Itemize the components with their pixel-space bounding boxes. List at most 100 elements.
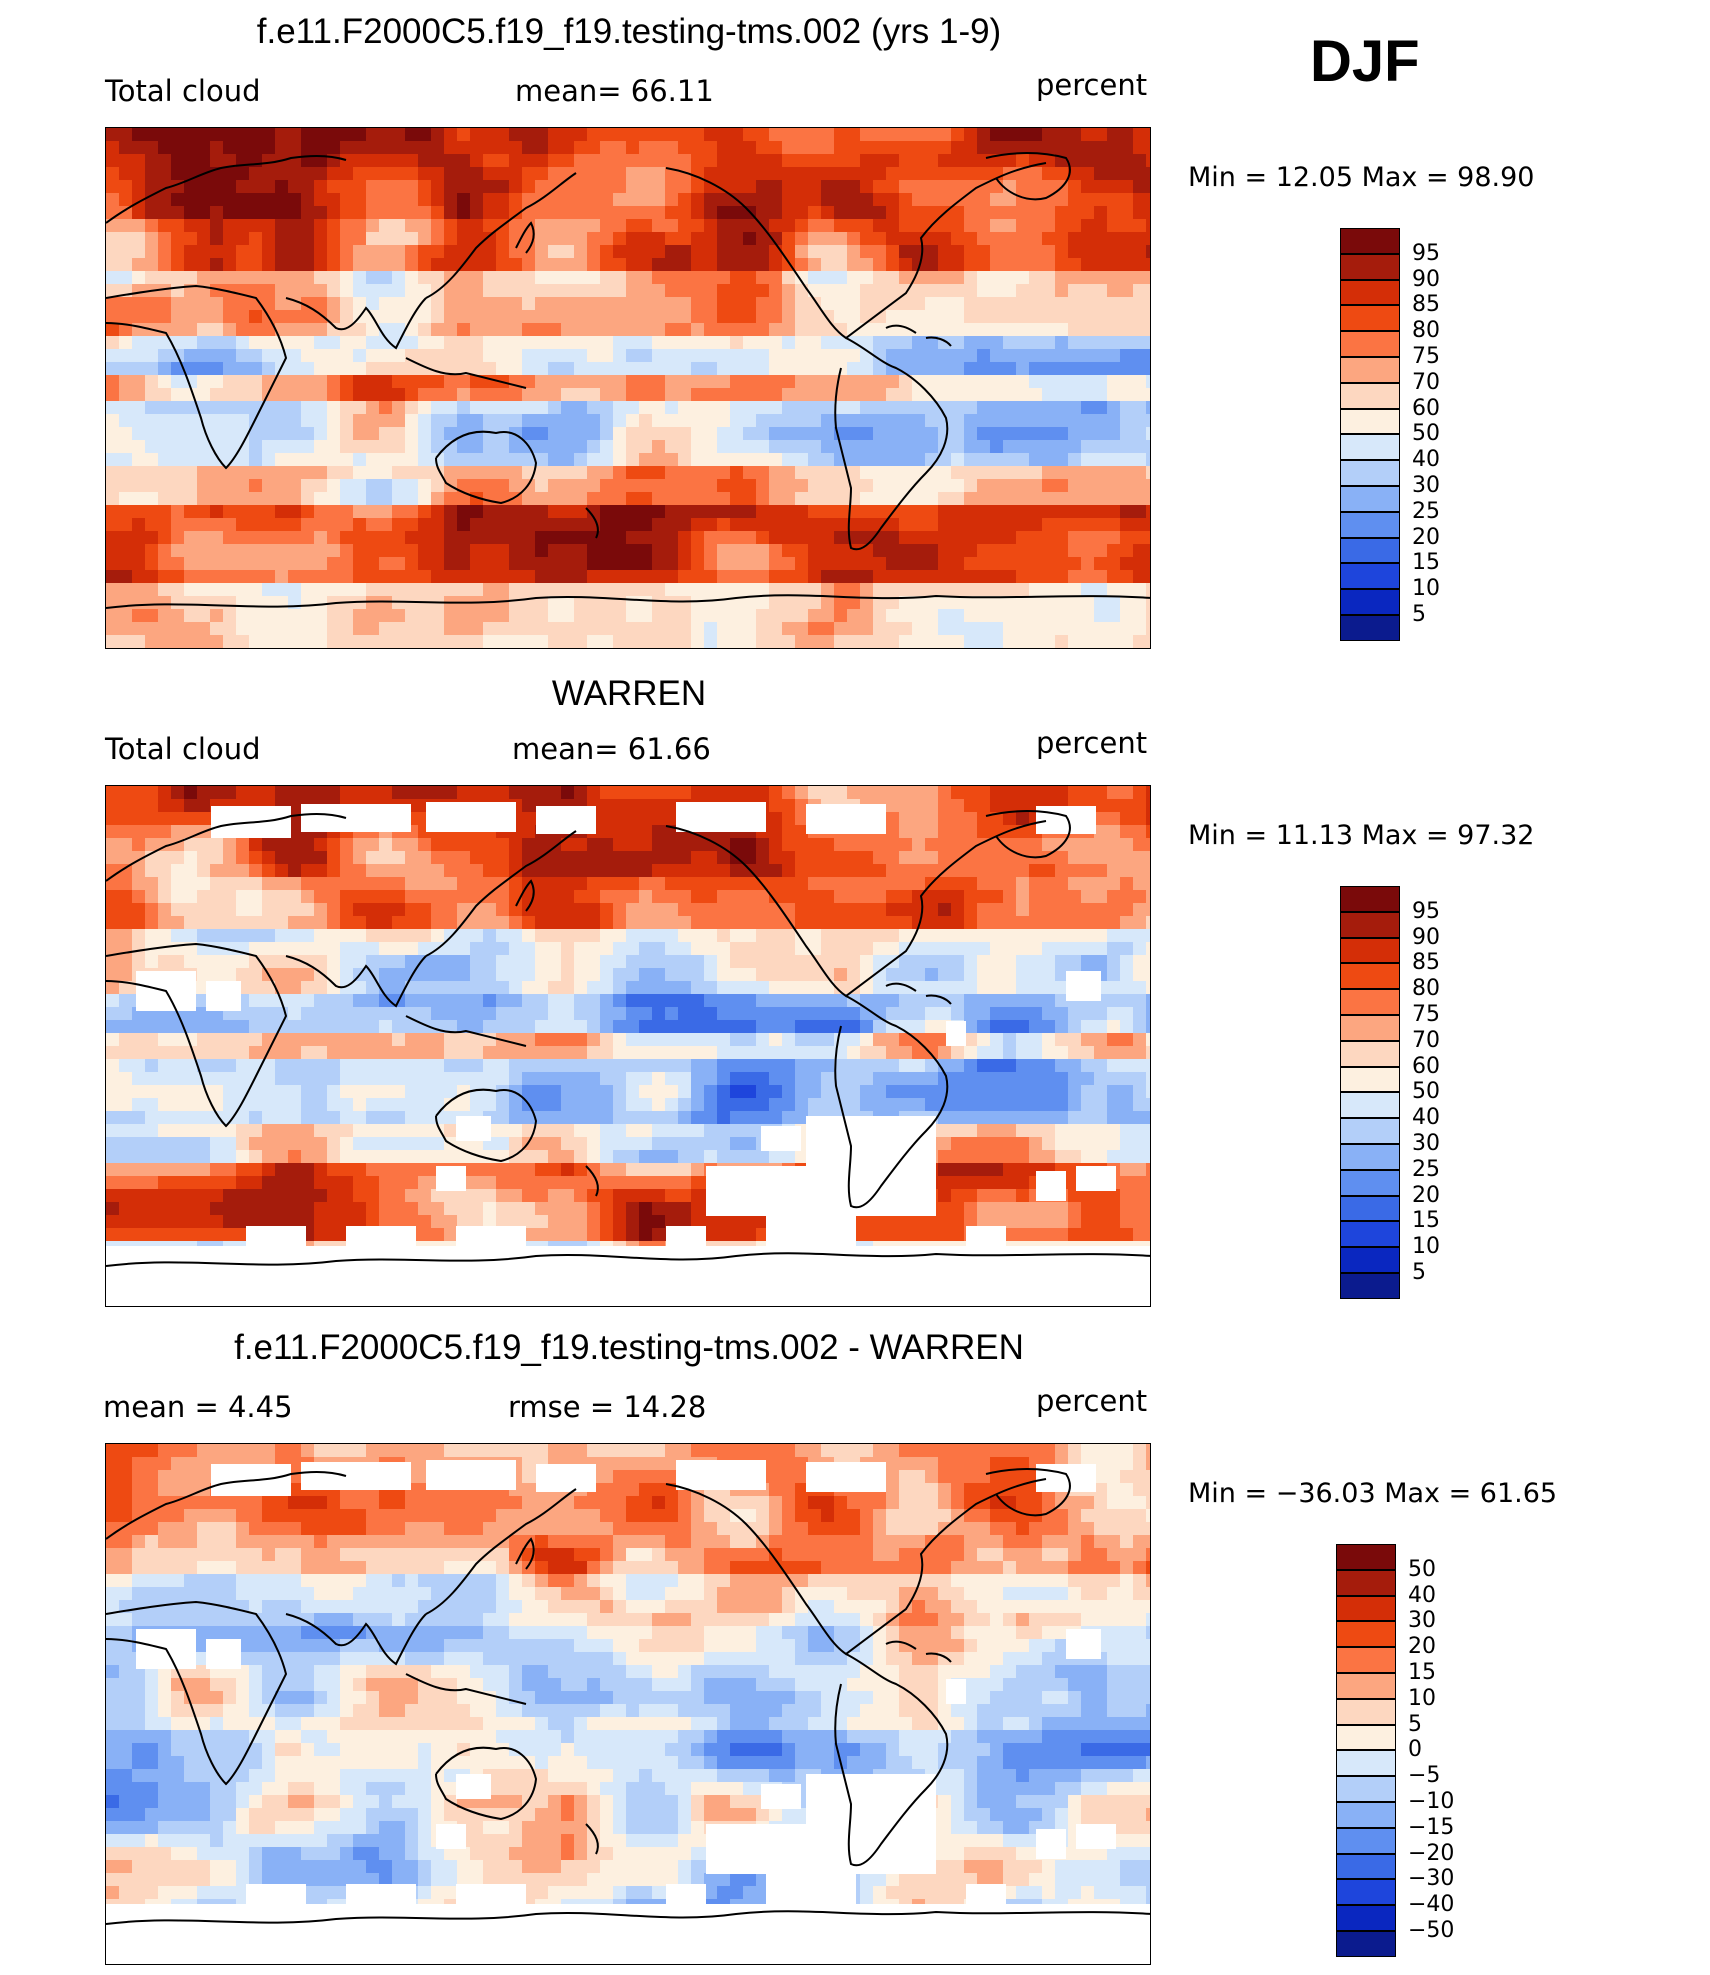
coastlines (106, 152, 1150, 609)
panel-2-map (105, 785, 1151, 1307)
colorbar-tick-label: 70 (1412, 1027, 1440, 1053)
colorbar-swatch (1336, 1802, 1396, 1828)
colorbar-tick-label: −30 (1408, 1866, 1455, 1892)
colorbar-tick-label: 15 (1408, 1660, 1436, 1685)
colorbar-tick-label: 95 (1412, 240, 1440, 266)
colorbar-tick-label: 95 (1412, 898, 1440, 924)
colorbar-tick-label: 50 (1412, 421, 1440, 447)
colorbar-swatch (1336, 1673, 1396, 1699)
colorbar-swatch (1336, 1569, 1396, 1596)
panel-3-units-label: percent (1036, 1384, 1148, 1418)
contour-field (106, 128, 1150, 648)
colorbar-swatch (1336, 1879, 1396, 1906)
colorbar-tick-label: 30 (1408, 1608, 1436, 1634)
colorbar-tick-label: −50 (1408, 1918, 1455, 1943)
colorbar-swatch (1340, 408, 1400, 435)
colorbar-swatch (1340, 305, 1400, 332)
colorbar-tick-label: 60 (1412, 1053, 1440, 1079)
colorbar-swatch (1340, 937, 1400, 964)
colorbar-tick-label: −20 (1408, 1840, 1455, 1866)
panel-1-units-label: percent (1036, 68, 1148, 102)
colorbar-tick-label: 60 (1412, 395, 1440, 421)
colorbar-swatch (1340, 511, 1400, 538)
colorbar-swatch (1340, 1169, 1400, 1196)
colorbar-swatch (1340, 382, 1400, 409)
panel-2-variable-label: Total cloud (105, 732, 261, 766)
panel-2-units-label: percent (1036, 726, 1148, 760)
colorbar-tick-label: 15 (1412, 550, 1440, 576)
colorbar-tick-label: 40 (1412, 1105, 1440, 1131)
colorbar-swatch (1340, 1195, 1400, 1222)
colorbar-tick-label: 5 (1408, 1711, 1422, 1737)
colorbar-swatch (1340, 1092, 1400, 1119)
colorbar-swatch (1340, 563, 1400, 590)
colorbar-tick-label: 80 (1412, 318, 1440, 344)
colorbar-tick-label: 25 (1412, 498, 1440, 524)
colorbar-swatch (1340, 1221, 1400, 1248)
colorbar-swatch (1336, 1724, 1396, 1751)
colorbar-tick-label: 80 (1412, 976, 1440, 1002)
colorbar-swatch (1340, 1118, 1400, 1144)
panel-2-mean-label: mean= 61.66 (512, 732, 711, 766)
colorbar-tick-label: 5 (1412, 1260, 1426, 1285)
panel-3-map (105, 1443, 1151, 1965)
colorbar-swatch (1336, 1621, 1396, 1648)
colorbar-swatch (1340, 460, 1400, 486)
colorbar-tick-label: 15 (1412, 1208, 1440, 1234)
colorbar-tick-label: 25 (1412, 1156, 1440, 1182)
coastlines (106, 810, 1150, 1267)
colorbar-tick-label: 50 (1412, 1079, 1440, 1105)
colorbar-swatch (1336, 1827, 1396, 1854)
colorbar-tick-label: 90 (1412, 924, 1440, 950)
colorbar-swatch (1340, 589, 1400, 615)
panel-1-variable-label: Total cloud (105, 74, 261, 108)
colorbar-swatch (1336, 1750, 1396, 1777)
panel-1-mean-label: mean= 66.11 (515, 74, 714, 108)
colorbar-tick-label: −40 (1408, 1892, 1455, 1918)
colorbar-swatch (1336, 1931, 1396, 1957)
colorbar-tick-label: 70 (1412, 369, 1440, 395)
colorbar-swatch (1336, 1853, 1396, 1880)
colorbar-swatch (1340, 486, 1400, 512)
colorbar-tick-label: 20 (1412, 524, 1440, 550)
panel-2-map-canvas (106, 786, 1150, 1306)
colorbar-swatch (1340, 228, 1400, 254)
panel-2-title: WARREN (551, 674, 707, 713)
colorbar-tick-label: 20 (1408, 1634, 1436, 1660)
panel-3-mean-label: mean = 4.45 (103, 1390, 293, 1424)
colorbar-tick-label: 10 (1412, 1234, 1440, 1260)
colorbar-swatch (1340, 434, 1400, 461)
colorbar-swatch (1340, 537, 1400, 564)
colorbar-tick-label: −15 (1408, 1814, 1455, 1840)
colorbar-swatch (1340, 989, 1400, 1015)
panel-3-title: f.e11.F2000C5.f19_f19.testing-tms.002 - … (234, 1328, 1024, 1367)
colorbar-swatch (1340, 911, 1400, 938)
colorbar-tick-label: 40 (1408, 1582, 1436, 1608)
panel-1-title: f.e11.F2000C5.f19_f19.testing-tms.002 (y… (256, 12, 1002, 51)
colorbar-swatch (1336, 1647, 1396, 1673)
panel-1-minmax: Min = 12.05 Max = 98.90 (1188, 162, 1535, 193)
contour-field (106, 786, 1150, 1306)
colorbar-tick-label: −10 (1408, 1789, 1455, 1814)
colorbar-tick-label: 30 (1412, 473, 1440, 498)
colorbar-tick-label: −5 (1408, 1763, 1441, 1789)
panel-2-minmax: Min = 11.13 Max = 97.32 (1188, 820, 1535, 851)
colorbar-tick-label: 10 (1412, 576, 1440, 602)
colorbar-tick-label: 85 (1412, 950, 1440, 976)
colorbar-swatch (1340, 357, 1400, 383)
colorbar-swatch (1340, 279, 1400, 306)
panel-3-map-canvas (106, 1444, 1150, 1964)
colorbar-swatch (1340, 1247, 1400, 1273)
colorbar-swatch (1336, 1905, 1396, 1931)
panel-1-map-canvas (106, 128, 1150, 648)
colorbar-swatch (1340, 1015, 1400, 1041)
colorbar-swatch (1340, 1066, 1400, 1093)
colorbar-tick-label: 75 (1412, 1002, 1440, 1027)
colorbar-tick-label: 50 (1408, 1556, 1436, 1582)
season-label: DJF (1310, 29, 1420, 94)
colorbar-swatch (1336, 1544, 1396, 1570)
colorbar-swatch (1340, 963, 1400, 990)
colorbar-swatch (1336, 1698, 1396, 1725)
colorbar-swatch (1340, 1040, 1400, 1067)
colorbar-tick-label: 75 (1412, 344, 1440, 369)
